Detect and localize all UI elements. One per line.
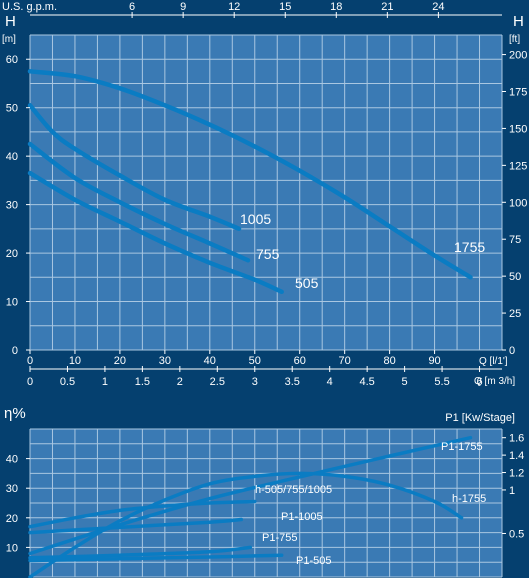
head-curve-505 bbox=[27, 170, 284, 295]
x-tick-label: 60 bbox=[294, 355, 306, 367]
power-axis-label: P1 [Kw/Stage] bbox=[445, 412, 515, 424]
x2-tick-label: 0.5 bbox=[60, 376, 75, 388]
top-tick-label: 9 bbox=[180, 1, 186, 13]
right-axis-unit: [ft] bbox=[509, 34, 520, 45]
right-tick-label: 100 bbox=[509, 197, 527, 209]
right-tick-label: 150 bbox=[509, 123, 527, 135]
eff-y-tick-label: 40 bbox=[6, 454, 18, 466]
y-tick-label: 30 bbox=[6, 200, 18, 212]
power-tick-label: 1.6 bbox=[509, 433, 524, 445]
x2-tick-label: 2.5 bbox=[210, 376, 225, 388]
top-tick-label: 18 bbox=[330, 1, 342, 13]
y-tick-label: 0 bbox=[12, 345, 18, 357]
right-tick-label: 175 bbox=[509, 87, 527, 99]
eff-y-tick-label: 20 bbox=[6, 513, 18, 525]
power-tick-label: 1 bbox=[509, 485, 515, 497]
label-p1-1755: P1-1755 bbox=[441, 441, 483, 453]
label-p1-1005: P1-1005 bbox=[281, 511, 323, 523]
x-tick-label: 10 bbox=[69, 355, 81, 367]
x2-tick-label: 4 bbox=[327, 376, 333, 388]
curve-label-1755: 1755 bbox=[454, 239, 485, 255]
y-tick-label: 60 bbox=[6, 54, 18, 66]
x-tick-label: 30 bbox=[159, 355, 171, 367]
top-tick-label: 12 bbox=[228, 1, 240, 13]
eff-curve-h-505-755-1005 bbox=[28, 499, 257, 529]
power-tick-label: 1.4 bbox=[509, 450, 524, 462]
y-tick-label: 20 bbox=[6, 248, 18, 260]
head-grid bbox=[29, 34, 503, 351]
x-tick-label: 80 bbox=[383, 355, 395, 367]
label-p1-755: P1-755 bbox=[262, 532, 297, 544]
x2-tick-label: 1.5 bbox=[135, 376, 150, 388]
y-tick-label: 10 bbox=[6, 297, 18, 309]
x2-tick-label: 3.5 bbox=[285, 376, 300, 388]
right-tick-label: 200 bbox=[509, 50, 527, 62]
head-curve-1755 bbox=[27, 69, 473, 280]
top-tick-label: 24 bbox=[432, 1, 444, 13]
curve-label-755: 755 bbox=[256, 246, 280, 262]
right-axis-label: H bbox=[513, 13, 524, 30]
right-tick-label: 50 bbox=[509, 271, 521, 283]
power-tick-label: 1.2 bbox=[509, 468, 524, 480]
x-tick-label: 20 bbox=[114, 355, 126, 367]
x-axis-label: Q [l/1'] bbox=[479, 356, 508, 367]
head-curve-755 bbox=[27, 141, 251, 263]
x-tick-label: 0 bbox=[27, 355, 33, 367]
x2-tick-label: 5 bbox=[402, 376, 408, 388]
eff-curve-p1-505 bbox=[28, 553, 284, 563]
x2-tick-label: 4.5 bbox=[360, 376, 375, 388]
head-curve-1005 bbox=[27, 103, 242, 232]
label-h-505-755-1005: h-505/755/1005 bbox=[255, 484, 332, 496]
top-axis-label: U.S. g.p.m. bbox=[2, 1, 57, 13]
power-tick-label: 0.5 bbox=[509, 528, 524, 540]
efficiency-grid bbox=[29, 428, 503, 578]
eff-y-tick-label: 30 bbox=[6, 483, 18, 495]
y-tick-label: 40 bbox=[6, 151, 18, 163]
right-tick-label: 125 bbox=[509, 160, 527, 172]
efficiency-ticks-layer: 10 20 30 40 0.5 1 1.2 1.4 1.6 bbox=[6, 433, 525, 555]
top-tick-label: 21 bbox=[381, 1, 393, 13]
eff-curve-p1-755 bbox=[28, 545, 253, 560]
x-tick-label: 70 bbox=[339, 355, 351, 367]
left-axis-unit: [m] bbox=[2, 34, 16, 45]
top-tick-label: 6 bbox=[129, 1, 135, 13]
y-tick-label: 50 bbox=[6, 103, 18, 115]
x-tick-label: 40 bbox=[204, 355, 216, 367]
x2-tick-label: 1 bbox=[102, 376, 108, 388]
curve-label-505: 505 bbox=[295, 275, 319, 291]
head-plot-area bbox=[30, 35, 502, 350]
label-p1-505: P1-505 bbox=[296, 555, 331, 567]
x-tick-label: 50 bbox=[249, 355, 261, 367]
x2-tick-label: 0 bbox=[27, 376, 33, 388]
x2-tick-label: 5.5 bbox=[434, 376, 449, 388]
head-series-layer bbox=[27, 69, 473, 295]
x2-tick-label: 3 bbox=[252, 376, 258, 388]
curve-label-1005: 1005 bbox=[240, 211, 271, 227]
left-axis-label: H bbox=[5, 13, 16, 30]
eff-curve-p1-1005 bbox=[28, 517, 244, 535]
efficiency-series-layer bbox=[28, 435, 473, 578]
top-tick-label: 15 bbox=[279, 1, 291, 13]
right-tick-label: 25 bbox=[509, 308, 521, 320]
efficiency-axis-label: η% bbox=[4, 405, 26, 422]
x2-axis-label: Q [m 3/h] bbox=[474, 376, 515, 387]
x-tick-label: 90 bbox=[428, 355, 440, 367]
label-h-1755: h-1755 bbox=[452, 493, 486, 505]
right-tick-label: 0 bbox=[509, 345, 515, 357]
efficiency-chart: 10 20 30 40 0.5 1 1.2 1.4 1.6 η% P1 [Kw/Stage] P… bbox=[4, 405, 525, 578]
right-tick-label: 75 bbox=[509, 234, 521, 246]
x2-tick-label: 2 bbox=[177, 376, 183, 388]
eff-y-tick-label: 10 bbox=[6, 542, 18, 554]
x2-tick-label: 6 bbox=[476, 376, 482, 388]
